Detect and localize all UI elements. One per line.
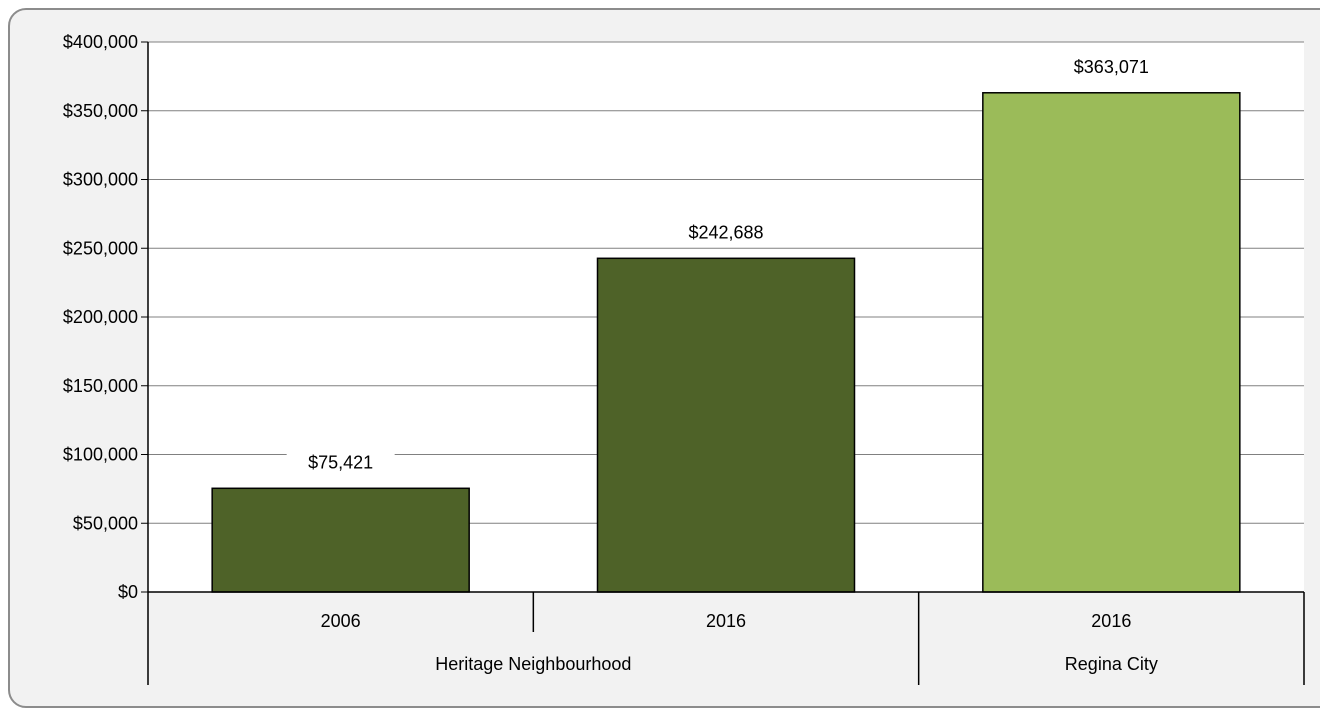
data-label-background <box>672 216 780 247</box>
x-category-label: 2016 <box>1091 611 1131 631</box>
bars <box>211 92 1241 593</box>
y-tick-label: $300,000 <box>63 170 138 190</box>
x-axis-categories: 2006 2016 2016 Heritage Neighbourhood Regina… <box>147 592 1305 685</box>
y-tick-label: $0 <box>118 582 138 602</box>
x-category-label: 2006 <box>321 611 361 631</box>
y-axis-ticks: $0 $50,000 $100,000 $150,000 $200,000 $250,00… <box>63 32 148 602</box>
y-tick-label: $350,000 <box>63 101 138 121</box>
y-tick-label: $400,000 <box>63 32 138 52</box>
x-group-label: Regina City <box>1065 654 1158 674</box>
x-group-label: Heritage Neighbourhood <box>435 654 631 674</box>
y-tick-label: $50,000 <box>73 513 138 533</box>
data-label: $75,421 <box>308 452 373 472</box>
y-tick-label: $200,000 <box>63 307 138 327</box>
y-tick-label: $150,000 <box>63 376 138 396</box>
y-tick-label: $100,000 <box>63 445 138 465</box>
data-labels: $75,421 $242,688 $363,071 <box>286 50 1166 477</box>
data-label-background <box>286 446 395 477</box>
x-category-label: 2016 <box>706 611 746 631</box>
data-label-background <box>1057 50 1166 81</box>
bar <box>211 487 470 593</box>
data-label: $363,071 <box>1074 57 1149 77</box>
bar <box>982 92 1241 593</box>
y-tick-label: $250,000 <box>63 238 138 258</box>
bar-chart: $0 $50,000 $100,000 $150,000 $200,000 $250,00… <box>63 32 1305 685</box>
data-label: $242,688 <box>688 222 763 242</box>
bar <box>596 257 856 593</box>
